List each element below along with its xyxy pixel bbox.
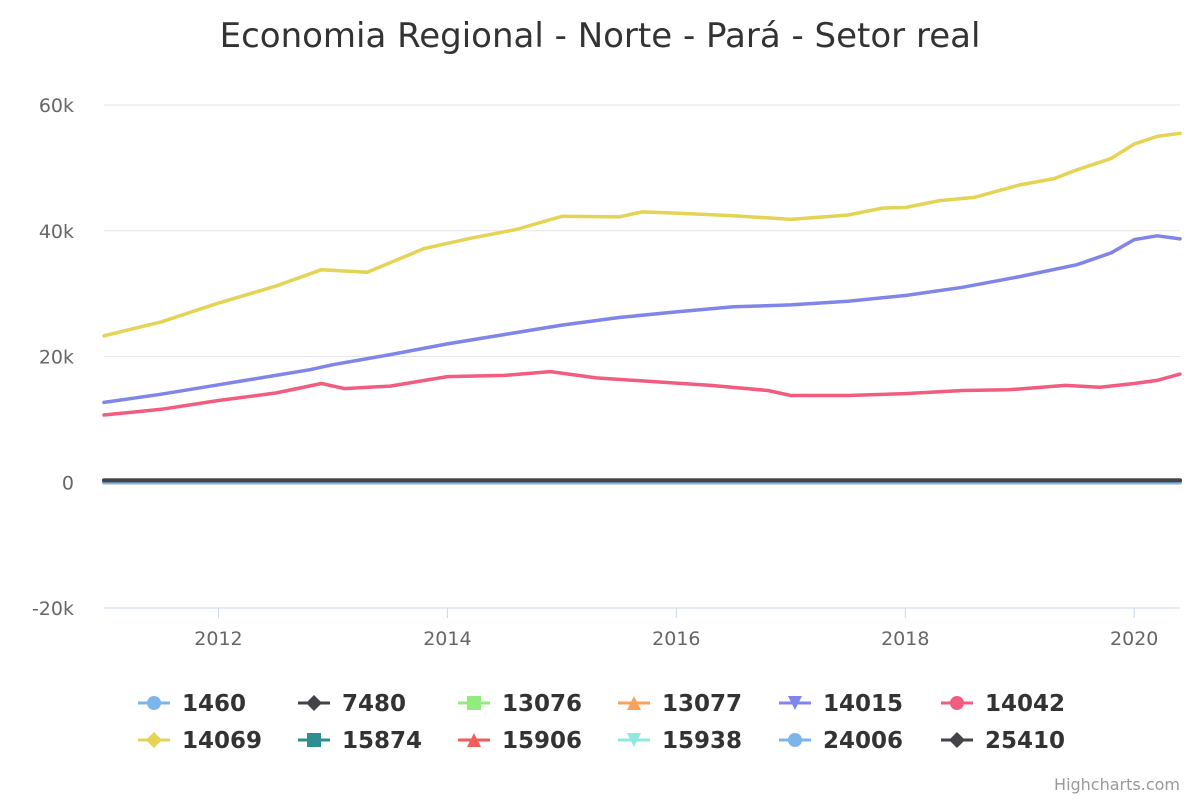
legend-marker-circle: [950, 696, 964, 710]
legend-label: 13076: [502, 691, 582, 717]
legend-marker-diamond: [146, 732, 162, 748]
legend-label: 14069: [182, 728, 262, 754]
series-lines: [102, 131, 1182, 485]
x-axis-tick-labels: 2012 2014 2016 2018 2020: [194, 628, 1158, 650]
legend-marker-circle: [147, 696, 161, 710]
y-tick-label: 60k: [39, 95, 74, 117]
x-tick-label: 2018: [881, 628, 929, 650]
legend-item-7480[interactable]: 7480: [298, 691, 406, 717]
y-tick-label: 0: [62, 472, 74, 494]
series-line-14069[interactable]: [102, 131, 1182, 338]
legend-label: 15938: [662, 728, 742, 754]
x-tick-label: 2016: [652, 628, 700, 650]
legend-label: 14015: [823, 691, 903, 717]
legend-marker-triangle-down: [788, 696, 802, 710]
credits-text[interactable]: Highcharts.com: [1054, 775, 1180, 794]
legend-label: 7480: [342, 691, 406, 717]
legend-item-13076[interactable]: 13076: [458, 691, 582, 717]
legend-marker-triangle-down: [627, 733, 641, 747]
legend-item-24006[interactable]: 24006: [779, 728, 903, 754]
y-tick-label: 20k: [39, 347, 74, 369]
x-tick-label: 2020: [1110, 628, 1158, 650]
x-tick-label: 2014: [423, 628, 471, 650]
legend-marker-triangle: [627, 696, 641, 710]
legend-item-14015[interactable]: 14015: [779, 691, 903, 717]
y-tick-label: -20k: [32, 598, 74, 620]
legend-marker-circle: [788, 733, 802, 747]
legend-label: 24006: [823, 728, 903, 754]
legend-item-14042[interactable]: 14042: [941, 691, 1065, 717]
legend-marker-square: [307, 733, 321, 747]
legend-item-25410[interactable]: 25410: [941, 728, 1065, 754]
legend-marker-diamond: [949, 732, 965, 748]
legend-label: 13077: [662, 691, 742, 717]
y-axis-tick-labels: -20k 0 20k 40k 60k: [32, 95, 74, 620]
legend: 1460 7480 13076 13077 14015 14042 14069 15874 15…: [138, 691, 1065, 754]
legend-item-15906[interactable]: 15906: [458, 728, 582, 754]
legend-item-15874[interactable]: 15874: [298, 728, 422, 754]
legend-label: 14042: [985, 691, 1065, 717]
legend-label: 15906: [502, 728, 582, 754]
legend-label: 25410: [985, 728, 1065, 754]
legend-item-15938[interactable]: 15938: [618, 728, 742, 754]
series-line-14042[interactable]: [102, 369, 1182, 417]
y-tick-label: 40k: [39, 221, 74, 243]
x-axis: [104, 607, 1180, 618]
x-tick-label: 2012: [194, 628, 242, 650]
series-line-14015[interactable]: [102, 234, 1182, 405]
legend-marker-triangle: [467, 733, 481, 747]
legend-label: 1460: [182, 691, 246, 717]
chart-title: Economia Regional - Norte - Pará - Setor…: [220, 16, 981, 56]
legend-item-1460[interactable]: 1460: [138, 691, 246, 717]
legend-label: 15874: [342, 728, 422, 754]
legend-item-13077[interactable]: 13077: [618, 691, 742, 717]
legend-marker-diamond: [306, 695, 322, 711]
legend-item-14069[interactable]: 14069: [138, 728, 262, 754]
legend-marker-square: [467, 696, 481, 710]
